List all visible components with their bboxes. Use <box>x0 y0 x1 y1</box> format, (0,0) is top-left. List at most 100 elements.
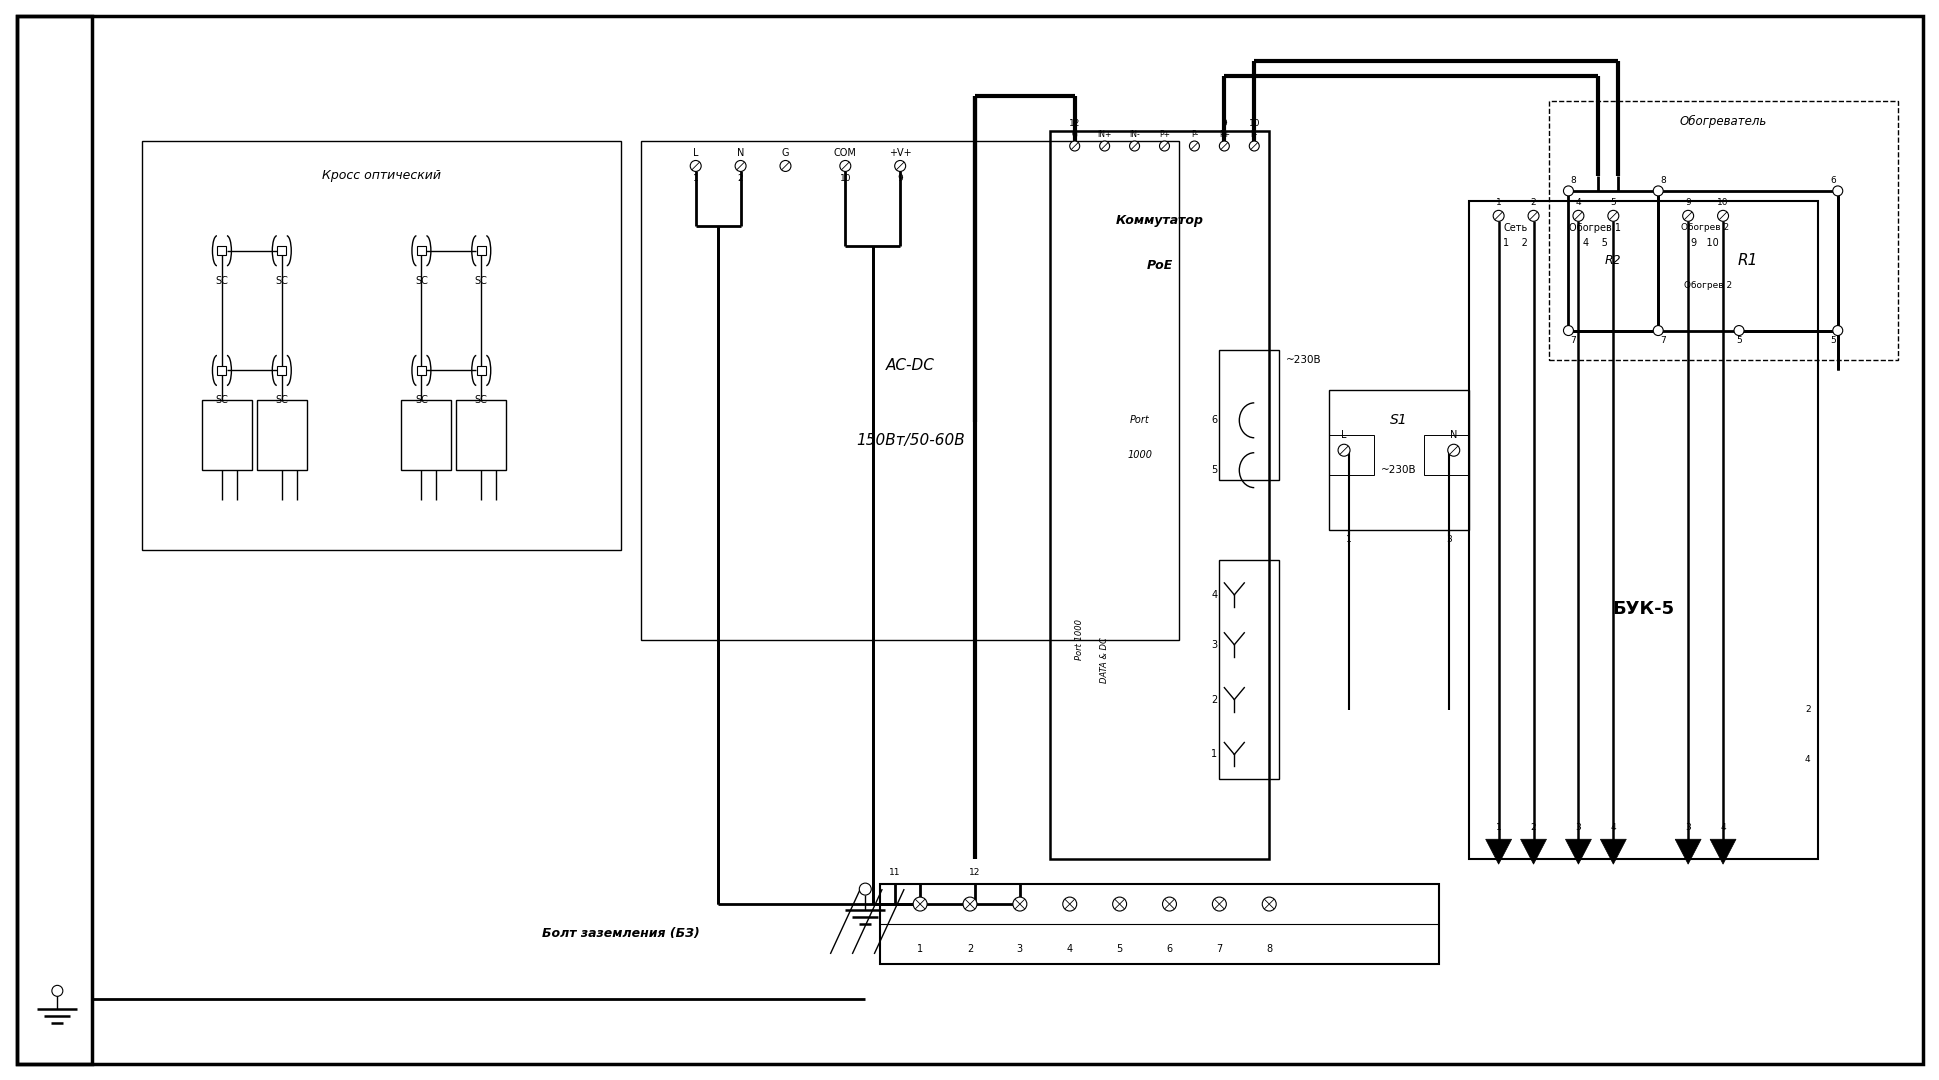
Circle shape <box>1161 897 1175 912</box>
Bar <box>640 141 1179 639</box>
Text: SC: SC <box>415 395 429 405</box>
Text: ~230В: ~230В <box>1286 355 1320 365</box>
Text: N: N <box>1448 430 1456 441</box>
Text: 3: 3 <box>1445 536 1450 544</box>
Text: 1: 1 <box>917 944 923 954</box>
Text: 2: 2 <box>966 944 973 954</box>
Polygon shape <box>1565 839 1590 864</box>
Circle shape <box>52 985 62 997</box>
Text: 2: 2 <box>1530 199 1536 207</box>
Circle shape <box>1493 211 1503 221</box>
Text: PoE: PoE <box>1146 259 1171 272</box>
Text: 2: 2 <box>1530 823 1536 832</box>
Bar <box>142 141 620 550</box>
Text: IN-: IN- <box>1128 130 1140 138</box>
Text: SC: SC <box>475 395 487 405</box>
Text: S1: S1 <box>1390 414 1408 428</box>
Circle shape <box>1607 211 1617 221</box>
Circle shape <box>1249 141 1258 151</box>
Bar <box>17 16 93 1064</box>
Bar <box>1220 351 1278 481</box>
Circle shape <box>1212 897 1225 912</box>
Text: SC: SC <box>475 275 487 286</box>
Circle shape <box>1338 444 1350 456</box>
Circle shape <box>1189 141 1198 151</box>
Text: +V+: +V+ <box>888 148 911 158</box>
Bar <box>417 246 427 255</box>
Text: 1: 1 <box>692 175 698 184</box>
Circle shape <box>1160 141 1169 151</box>
Bar <box>1328 435 1373 475</box>
Text: 10: 10 <box>1716 199 1728 207</box>
Text: 2: 2 <box>737 175 743 184</box>
Circle shape <box>1573 211 1582 221</box>
Text: 1: 1 <box>1210 750 1218 759</box>
Text: 4: 4 <box>1609 823 1615 832</box>
Text: 5: 5 <box>1117 944 1123 954</box>
Text: 10: 10 <box>840 175 851 184</box>
Bar <box>1049 131 1268 860</box>
Circle shape <box>1681 211 1693 221</box>
Text: 4: 4 <box>1210 590 1218 599</box>
Text: SC: SC <box>275 395 289 405</box>
Circle shape <box>1063 897 1076 912</box>
Text: 4: 4 <box>1803 755 1809 764</box>
Circle shape <box>1012 897 1026 912</box>
Text: 7: 7 <box>1571 336 1576 345</box>
Text: Обогрев 1: Обогрев 1 <box>1569 222 1621 233</box>
Text: SC: SC <box>415 275 429 286</box>
Circle shape <box>1832 325 1842 336</box>
Polygon shape <box>1708 839 1735 864</box>
Text: 8: 8 <box>1571 176 1576 186</box>
Text: G: G <box>781 148 789 158</box>
Polygon shape <box>1520 839 1545 864</box>
Circle shape <box>1716 211 1728 221</box>
Text: 1: 1 <box>1346 536 1351 544</box>
Text: 150Вт/50-60В: 150Вт/50-60В <box>855 433 964 448</box>
Circle shape <box>1128 141 1138 151</box>
Text: L: L <box>692 148 698 158</box>
Text: P+: P+ <box>1218 130 1229 138</box>
Circle shape <box>1652 186 1662 195</box>
Text: ~230В: ~230В <box>1381 465 1415 475</box>
Text: N: N <box>737 148 745 158</box>
Polygon shape <box>1485 839 1510 864</box>
Circle shape <box>894 161 906 172</box>
Text: R2: R2 <box>1604 254 1621 267</box>
Circle shape <box>1563 325 1573 336</box>
Text: Коммутатор: Коммутатор <box>1115 214 1202 227</box>
Text: БУК-5: БУК-5 <box>1611 600 1673 618</box>
Circle shape <box>1652 325 1662 336</box>
Circle shape <box>1099 141 1109 151</box>
Text: 1: 1 <box>1495 199 1501 207</box>
Text: G: G <box>1070 130 1076 138</box>
Text: 5: 5 <box>1210 465 1218 475</box>
Bar <box>880 885 1439 964</box>
Text: 5: 5 <box>1609 199 1615 207</box>
Circle shape <box>1113 897 1127 912</box>
Circle shape <box>1563 186 1573 195</box>
Text: 3: 3 <box>1685 823 1691 832</box>
Text: 9: 9 <box>1222 119 1227 127</box>
Text: 5: 5 <box>1828 336 1834 345</box>
Circle shape <box>1832 186 1842 195</box>
Circle shape <box>735 161 747 172</box>
Text: L: L <box>1340 430 1346 441</box>
Text: 4: 4 <box>1066 944 1072 954</box>
Circle shape <box>1262 897 1276 912</box>
Text: 11: 11 <box>888 867 900 877</box>
Bar <box>456 401 506 470</box>
Text: Port 1000: Port 1000 <box>1074 619 1084 660</box>
Text: IN+: IN+ <box>1097 130 1111 138</box>
Bar <box>202 401 252 470</box>
Text: AC-DC: AC-DC <box>886 357 935 373</box>
Text: 1000: 1000 <box>1127 450 1152 460</box>
Text: 6: 6 <box>1210 416 1218 426</box>
Text: 2: 2 <box>1803 705 1809 714</box>
Circle shape <box>840 161 851 172</box>
Text: P+: P+ <box>1158 130 1169 138</box>
Bar <box>1328 390 1468 530</box>
Circle shape <box>1528 211 1538 221</box>
Circle shape <box>1068 141 1080 151</box>
Text: 5: 5 <box>1735 336 1741 345</box>
